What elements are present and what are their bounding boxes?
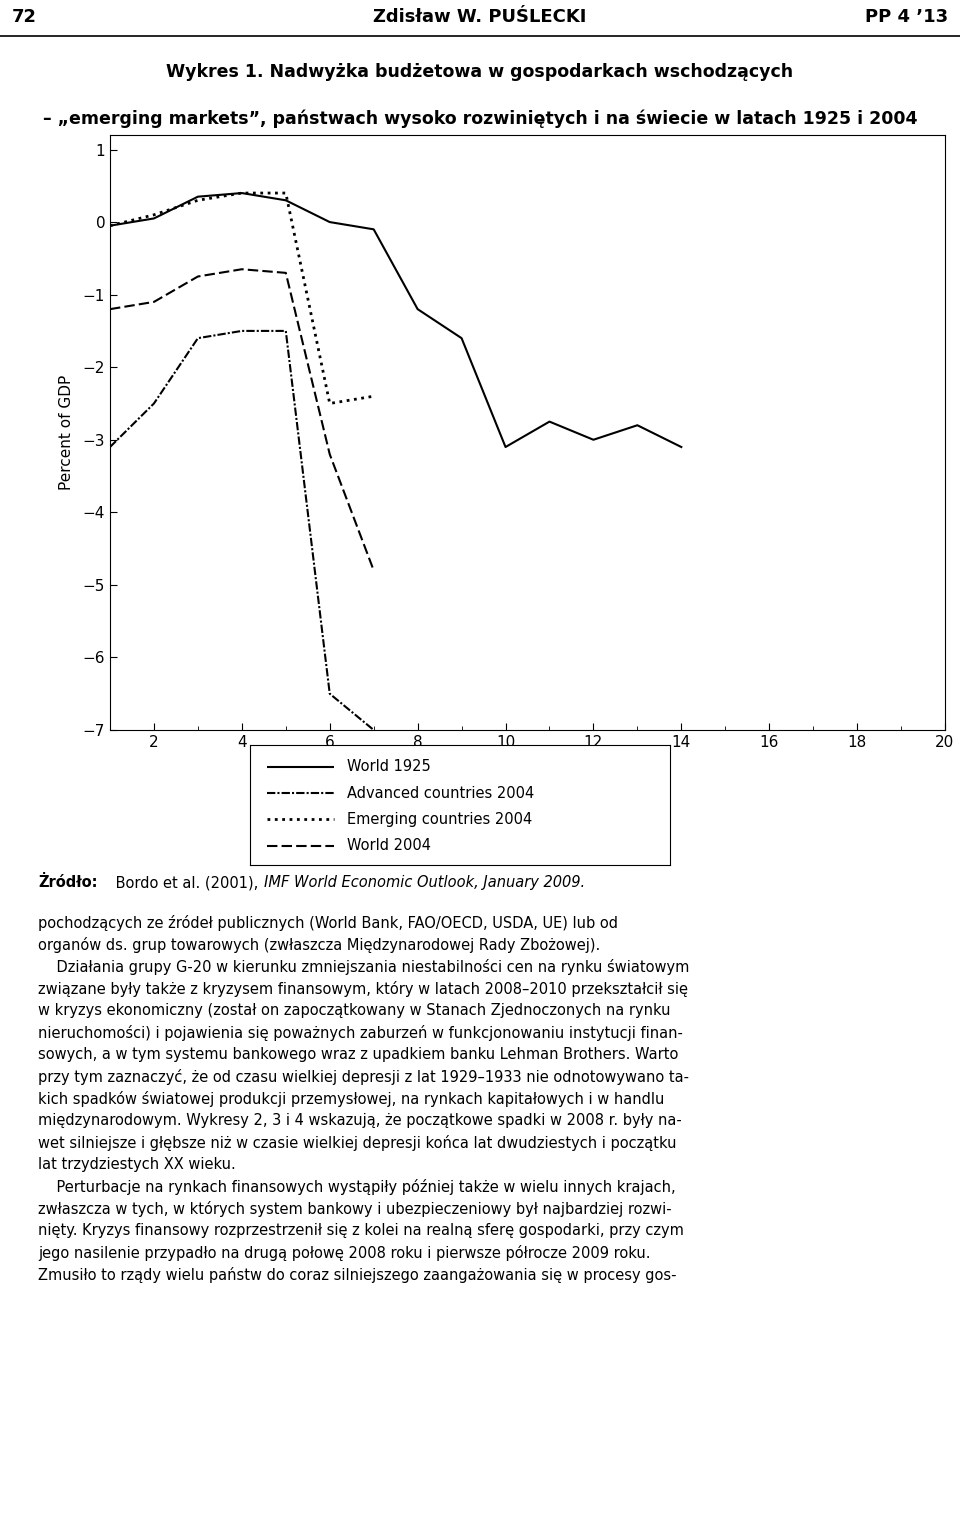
Text: Emerging countries 2004: Emerging countries 2004: [347, 811, 532, 827]
Text: Działania grupy G-20 w kierunku zmniejszania niestabilności cen na rynku światow: Działania grupy G-20 w kierunku zmniejsz…: [38, 959, 690, 976]
Text: Bordo et al. (2001),: Bordo et al. (2001),: [110, 874, 263, 890]
Text: 72: 72: [12, 8, 36, 26]
Text: zwłaszcza w tych, w których system bankowy i ubezpieczeniowy był najbardziej roz: zwłaszcza w tych, w których system banko…: [38, 1201, 672, 1216]
Text: – „emerging markets”, państwach wysoko rozwiniętych i na świecie w latach 1925 i: – „emerging markets”, państwach wysoko r…: [43, 109, 917, 127]
Text: przy tym zaznaczyć, że od czasu wielkiej depresji z lat 1929–1933 nie odnotowywa: przy tym zaznaczyć, że od czasu wielkiej…: [38, 1069, 689, 1085]
Text: Zmusiło to rządy wielu państw do coraz silniejszego zaangażowania się w procesy : Zmusiło to rządy wielu państw do coraz s…: [38, 1267, 677, 1282]
Text: jego nasilenie przypadło na drugą połowę 2008 roku i pierwsze półrocze 2009 roku: jego nasilenie przypadło na drugą połowę…: [38, 1246, 651, 1261]
Text: lat trzydziestych XX wieku.: lat trzydziestych XX wieku.: [38, 1157, 236, 1172]
Text: sowych, a w tym systemu bankowego wraz z upadkiem banku Lehman Brothers. Warto: sowych, a w tym systemu bankowego wraz z…: [38, 1048, 679, 1062]
Text: kich spadków światowej produkcji przemysłowej, na rynkach kapitałowych i w handl: kich spadków światowej produkcji przemys…: [38, 1091, 664, 1108]
Text: wet silniejsze i głębsze niż w czasie wielkiej depresji końca lat dwudziestych i: wet silniejsze i głębsze niż w czasie wi…: [38, 1135, 677, 1150]
Text: Zdisław W. PUŚLECKI: Zdisław W. PUŚLECKI: [373, 8, 587, 26]
Text: w kryzys ekonomiczny (został on zapoczątkowany w Stanach Zjednoczonych na rynku: w kryzys ekonomiczny (został on zapocząt…: [38, 1003, 671, 1019]
Text: Żródło:: Żródło:: [38, 874, 98, 890]
Text: Wykres 1. Nadwyżka budżetowa w gospodarkach wschodzących: Wykres 1. Nadwyżka budżetowa w gospodark…: [166, 63, 794, 81]
Text: nieruchomości) i pojawienia się poważnych zaburzeń w funkcjonowaniu instytucji f: nieruchomości) i pojawienia się poważnyc…: [38, 1025, 684, 1042]
Text: World 2004: World 2004: [347, 838, 431, 853]
Text: World 1925: World 1925: [347, 759, 430, 775]
Text: PP 4 ’13: PP 4 ’13: [865, 8, 948, 26]
Y-axis label: Percent of GDP: Percent of GDP: [60, 374, 74, 491]
Text: związane były także z kryzysem finansowym, który w latach 2008–2010 przekształci: związane były także z kryzysem finansowy…: [38, 982, 688, 997]
Text: pochodzących ze źródeł publicznych (World Bank, FAO/OECD, USDA, UE) lub od: pochodzących ze źródeł publicznych (Worl…: [38, 914, 618, 931]
Text: Perturbacje na rynkach finansowych wystąpiły później także w wielu innych krajac: Perturbacje na rynkach finansowych wystą…: [38, 1180, 676, 1195]
Text: nięty. Kryzys finansowy rozprzestrzenił się z kolei na realną sferę gospodarki, : nięty. Kryzys finansowy rozprzestrzenił …: [38, 1223, 684, 1238]
Text: organów ds. grup towarowych (zwłaszcza Międzynarodowej Rady Zbożowej).: organów ds. grup towarowych (zwłaszcza M…: [38, 937, 601, 953]
Text: IMF World Economic Outlook, January 2009.: IMF World Economic Outlook, January 2009…: [264, 874, 585, 890]
Text: Advanced countries 2004: Advanced countries 2004: [347, 785, 534, 801]
Text: międzynarodowym. Wykresy 2, 3 i 4 wskazują, że początkowe spadki w 2008 r. były : międzynarodowym. Wykresy 2, 3 i 4 wskazu…: [38, 1114, 683, 1127]
